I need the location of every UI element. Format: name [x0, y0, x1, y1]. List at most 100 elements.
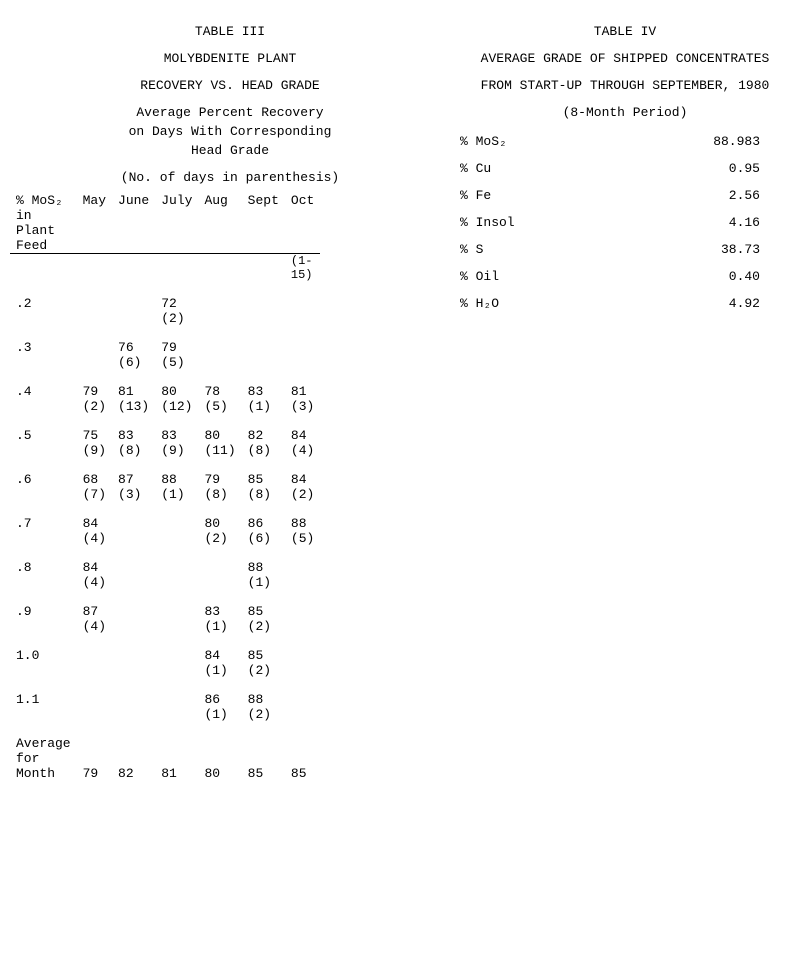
- table-row: % S38.73: [460, 236, 760, 263]
- data-cell: 83(1): [242, 370, 285, 414]
- table-4-header: TABLE IV AVERAGE GRADE OF SHIPPED CONCEN…: [460, 24, 790, 120]
- table-3-sub-2: on Days With Corresponding: [10, 124, 450, 139]
- days-count: (2): [83, 399, 106, 414]
- data-cell: [112, 678, 155, 722]
- oct-note: (1-15): [285, 254, 320, 283]
- data-cell: 81(3): [285, 370, 320, 414]
- days-count: (2): [248, 619, 279, 634]
- data-cell: 84(1): [198, 634, 241, 678]
- table-3-sub-3: Head Grade: [10, 143, 450, 158]
- page: TABLE III MOLYBDENITE PLANT RECOVERY VS.…: [10, 20, 790, 781]
- data-cell: 87(3): [112, 458, 155, 502]
- days-count: (13): [118, 399, 149, 414]
- component-value: 4.16: [580, 209, 760, 236]
- table-row: % H₂O4.92: [460, 290, 760, 317]
- data-cell: 82(8): [242, 414, 285, 458]
- table-4: % MoS₂88.983% Cu0.95% Fe2.56% Insol4.16%…: [460, 128, 760, 317]
- days-count: (2): [248, 707, 279, 722]
- recovery-value: 84: [291, 472, 307, 487]
- recovery-value: 88: [161, 472, 177, 487]
- average-value: 80: [198, 722, 241, 781]
- recovery-value: 81: [118, 384, 134, 399]
- data-cell: [198, 326, 241, 370]
- data-cell: [198, 282, 241, 326]
- recovery-value: 82: [248, 428, 264, 443]
- data-cell: 88(1): [242, 546, 285, 590]
- table-3-paren-note: (No. of days in parenthesis): [10, 170, 450, 185]
- col-sept: Sept: [242, 193, 285, 254]
- table-3-sub-1: Average Percent Recovery: [10, 105, 450, 120]
- recovery-value: 80: [161, 384, 177, 399]
- days-count: (11): [204, 443, 235, 458]
- days-count: (8): [248, 443, 279, 458]
- data-cell: 85(8): [242, 458, 285, 502]
- table-row: .376(6)79(5): [10, 326, 320, 370]
- grade-label: .4: [10, 370, 77, 414]
- data-cell: [155, 546, 198, 590]
- data-cell: [155, 634, 198, 678]
- grade-label: .7: [10, 502, 77, 546]
- data-cell: [242, 282, 285, 326]
- col-july: July: [155, 193, 198, 254]
- average-value: 85: [285, 722, 320, 781]
- rowhead-l1: % MoS₂: [16, 193, 63, 208]
- data-cell: [77, 326, 112, 370]
- data-cell: [155, 502, 198, 546]
- component-value: 38.73: [580, 236, 760, 263]
- days-count: (3): [118, 487, 149, 502]
- data-cell: [112, 502, 155, 546]
- data-cell: 76(6): [112, 326, 155, 370]
- days-count: (8): [248, 487, 279, 502]
- table-row: .784(4)80(2)86(6)88(5): [10, 502, 320, 546]
- data-cell: [285, 326, 320, 370]
- data-cell: 79(2): [77, 370, 112, 414]
- grade-label: 1.1: [10, 678, 77, 722]
- recovery-value: 84: [83, 516, 99, 531]
- component-label: % Insol: [460, 209, 580, 236]
- days-count: (2): [161, 311, 192, 326]
- data-cell: 75(9): [77, 414, 112, 458]
- data-cell: 80(2): [198, 502, 241, 546]
- recovery-value: 88: [291, 516, 307, 531]
- recovery-value: 81: [291, 384, 307, 399]
- table-3-title-1: MOLYBDENITE PLANT: [10, 51, 450, 66]
- table-3-oct-note-row: (1-15): [10, 254, 320, 283]
- days-count: (1): [204, 707, 235, 722]
- days-count: (4): [291, 443, 314, 458]
- grade-label: .9: [10, 590, 77, 634]
- component-label: % Oil: [460, 263, 580, 290]
- recovery-value: 75: [83, 428, 99, 443]
- days-count: (2): [248, 663, 279, 678]
- table-4-number: TABLE IV: [460, 24, 790, 39]
- data-cell: 84(4): [285, 414, 320, 458]
- table-row: 1.084(1)85(2): [10, 634, 320, 678]
- recovery-value: 80: [204, 428, 220, 443]
- table-row: 1.186(1)88(2): [10, 678, 320, 722]
- data-cell: 83(1): [198, 590, 241, 634]
- recovery-value: 83: [204, 604, 220, 619]
- days-count: (1): [204, 619, 235, 634]
- recovery-value: 88: [248, 692, 264, 707]
- days-count: (1): [204, 663, 235, 678]
- recovery-value: 68: [83, 472, 99, 487]
- days-count: (5): [291, 531, 314, 546]
- data-cell: [112, 634, 155, 678]
- days-count: (9): [161, 443, 192, 458]
- average-value: 79: [77, 722, 112, 781]
- days-count: (12): [161, 399, 192, 414]
- recovery-value: 86: [248, 516, 264, 531]
- col-aug: Aug: [198, 193, 241, 254]
- data-cell: [77, 282, 112, 326]
- table-3-panel: TABLE III MOLYBDENITE PLANT RECOVERY VS.…: [10, 20, 450, 781]
- data-cell: [77, 678, 112, 722]
- data-cell: 85(2): [242, 590, 285, 634]
- component-value: 4.92: [580, 290, 760, 317]
- data-cell: [198, 546, 241, 590]
- data-cell: [155, 678, 198, 722]
- data-cell: [285, 678, 320, 722]
- table-3-title-2: RECOVERY VS. HEAD GRADE: [10, 78, 450, 93]
- component-label: % H₂O: [460, 290, 580, 317]
- data-cell: [285, 282, 320, 326]
- recovery-value: 83: [248, 384, 264, 399]
- days-count: (6): [248, 531, 279, 546]
